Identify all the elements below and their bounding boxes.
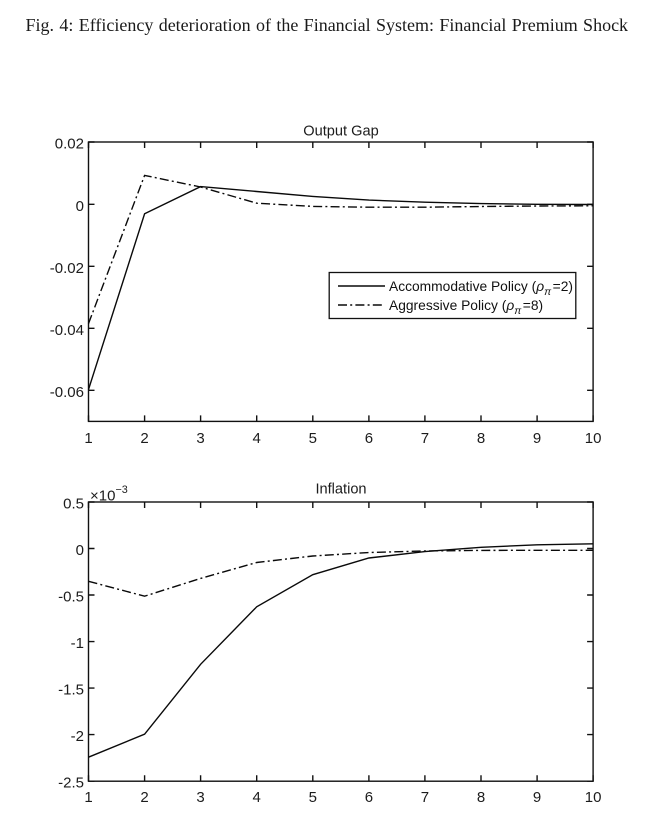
svg-text:8: 8 — [477, 789, 485, 806]
svg-text:1: 1 — [84, 430, 92, 447]
svg-text:0: 0 — [76, 198, 84, 215]
svg-text:6: 6 — [365, 430, 373, 447]
svg-text:3: 3 — [196, 789, 204, 806]
svg-text:-2.5: -2.5 — [58, 775, 84, 792]
svg-text:1: 1 — [84, 789, 92, 806]
svg-text:-0.06: -0.06 — [50, 384, 84, 401]
svg-text:10: 10 — [585, 430, 602, 447]
svg-text:5: 5 — [309, 430, 317, 447]
svg-text:Output Gap: Output Gap — [303, 124, 378, 140]
svg-text:9: 9 — [533, 789, 541, 806]
svg-text:Inflation: Inflation — [315, 482, 366, 498]
svg-text:-1.5: -1.5 — [58, 682, 84, 699]
svg-text:-1: -1 — [71, 635, 84, 652]
svg-text:2: 2 — [140, 789, 148, 806]
svg-text:-0.04: -0.04 — [50, 322, 84, 339]
svg-text:-0.02: -0.02 — [50, 260, 84, 277]
svg-text:Aggressive Policy (ρπ=8): Aggressive Policy (ρπ =8) — [389, 298, 543, 317]
svg-text:2: 2 — [140, 430, 148, 447]
svg-text:4: 4 — [253, 789, 261, 806]
svg-text:8: 8 — [477, 430, 485, 447]
svg-text:3: 3 — [196, 430, 204, 447]
svg-text:4: 4 — [253, 430, 261, 447]
svg-text:9: 9 — [533, 430, 541, 447]
svg-text:0.5: 0.5 — [63, 496, 84, 513]
svg-text:6: 6 — [365, 789, 373, 806]
svg-text:7: 7 — [421, 789, 429, 806]
svg-text:7: 7 — [421, 430, 429, 447]
svg-text:-2: -2 — [71, 728, 84, 745]
svg-text:Accommodative Policy (ρπ=2): Accommodative Policy (ρπ =2) — [389, 279, 573, 298]
svg-text:5: 5 — [309, 789, 317, 806]
svg-text:0.02: 0.02 — [55, 136, 84, 153]
svg-text:-0.5: -0.5 — [58, 589, 84, 606]
svg-text:0: 0 — [76, 542, 84, 559]
svg-text:10: 10 — [585, 789, 602, 806]
